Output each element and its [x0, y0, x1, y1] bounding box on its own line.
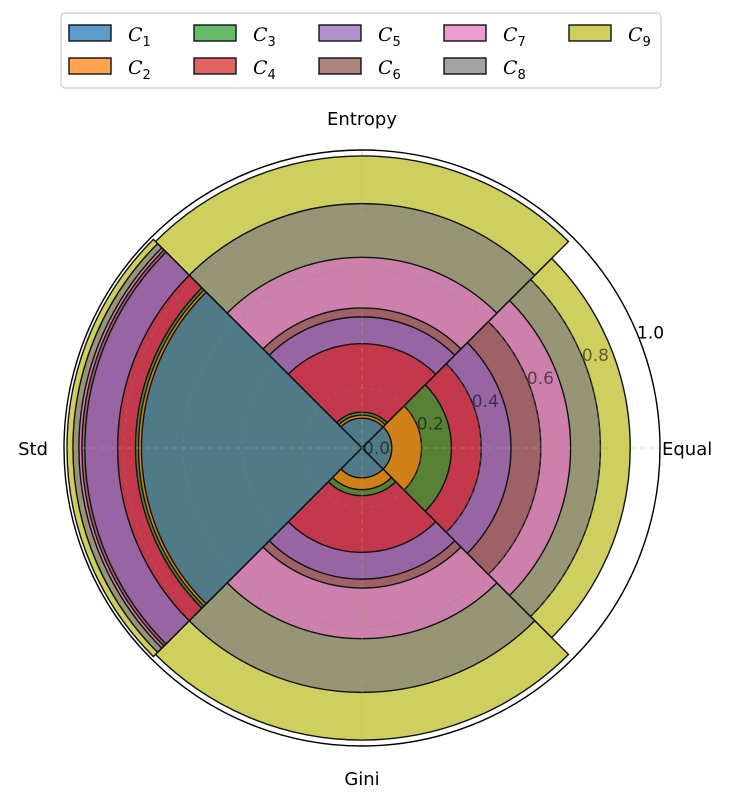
grid-circle-overlay-3	[123, 209, 601, 687]
grid-overlay	[64, 150, 660, 746]
legend-swatch-c4	[193, 57, 237, 75]
wedge-c4-entropy	[287, 343, 437, 449]
legend-swatch-c3	[193, 24, 237, 42]
axis-label-gini: Gini	[344, 769, 379, 790]
legend-swatch-c6	[318, 57, 362, 75]
radial-tick-label: 0.0	[363, 439, 390, 459]
data-wedges	[66, 155, 631, 741]
grid-circle-overlay-1	[242, 328, 482, 568]
radial-tick-label: 0.6	[527, 369, 554, 389]
legend-swatch-c1	[68, 24, 112, 42]
axis-label-entropy: Entropy	[327, 109, 397, 130]
grid-circle-overlay-0	[301, 387, 423, 509]
wedge-c1-std	[140, 291, 363, 605]
legend-swatch-c2	[68, 57, 112, 75]
radial-tick-label: 1.0	[637, 323, 664, 343]
legend-swatch-c5	[318, 24, 362, 42]
grid-circle-overlay-2	[182, 268, 542, 628]
wedge-c1-equal	[361, 425, 393, 471]
axis-label-equal: Equal	[662, 439, 712, 460]
radial-tick-label: 0.2	[417, 415, 444, 435]
wedge-c1-gini	[339, 447, 385, 479]
legend-swatch-c8	[443, 57, 487, 75]
radial-tick-label: 0.4	[472, 392, 499, 412]
radial-tick-label: 0.8	[582, 346, 609, 366]
legend-frame	[60, 12, 662, 89]
radial-tick-labels: 0.0 0.2 0.4 0.6 0.8 1.0	[363, 323, 664, 459]
outer-frame	[63, 149, 661, 747]
axis-label-std: Std	[18, 439, 48, 460]
legend-swatch-c9	[568, 24, 612, 42]
legend-swatch-c7	[443, 24, 487, 42]
wedge-c4-gini	[287, 447, 437, 553]
wedge-c1-entropy	[339, 417, 385, 449]
